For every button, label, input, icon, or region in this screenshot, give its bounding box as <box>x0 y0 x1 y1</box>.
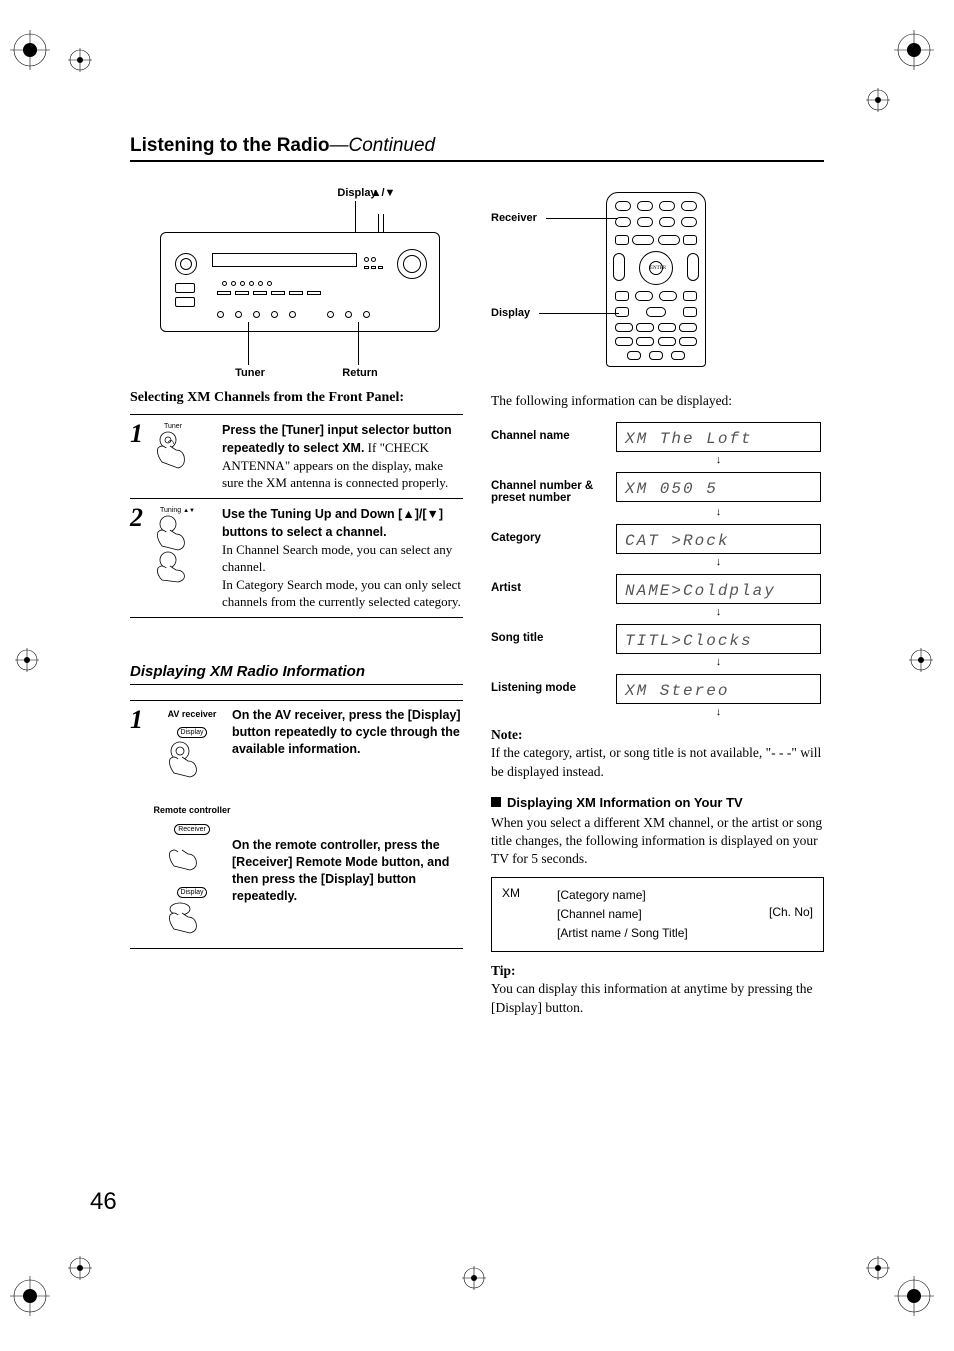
left-column: Display ▲/▼ <box>130 187 463 1029</box>
header-continued: —Continued <box>330 135 436 156</box>
display-arrows-label: ▲/▼ <box>368 187 398 199</box>
down-arrow-icon: ↓ <box>616 607 821 618</box>
info-intro: The following information can be display… <box>491 392 824 410</box>
displaying-xm-heading: Displaying XM Radio Information <box>130 663 463 685</box>
remote-diagram: Receiver Display <box>491 187 824 377</box>
down-arrow-icon: ↓ <box>616 707 821 718</box>
crop-mark-ml <box>15 648 45 678</box>
step-2: 2 Tuning ▲▼ Use the Tuning Up and Down [… <box>130 499 463 618</box>
hand-press-icon <box>152 430 202 480</box>
down-arrow-icon: ↓ <box>616 507 821 518</box>
crop-mark-tr2 <box>866 88 896 118</box>
lcd-category: CAT >Rock <box>616 524 821 554</box>
tip-block: Tip: You can display this information at… <box>491 962 824 1017</box>
step-2-icon: Tuning ▲▼ <box>152 505 222 611</box>
crop-mark-br <box>894 1276 944 1326</box>
crop-mark-tl <box>10 30 60 80</box>
display-step-icons: AV receiver Display Remote controller Re… <box>152 707 232 942</box>
crop-mark-bl2 <box>68 1256 98 1286</box>
tv-body-text: When you select a different XM channel, … <box>491 814 824 869</box>
crop-mark-mr <box>909 648 939 678</box>
display-step-text: On the AV receiver, press the [Display] … <box>232 707 463 942</box>
hand-press-icon <box>164 901 210 937</box>
display-button-pill: Display <box>177 727 208 738</box>
return-label: Return <box>340 367 380 379</box>
page-content: Listening to the Radio—Continued Display… <box>130 135 824 1029</box>
tv-info-box: XM [Category name] [Channel name] [Artis… <box>491 877 824 953</box>
tv-subheading: Displaying XM Information on Your TV <box>491 795 824 810</box>
step-1: 1 Tuner Press the [Tuner] input selector… <box>130 414 463 499</box>
display-step-number: 1 <box>130 707 152 942</box>
hand-press-icon <box>152 514 202 584</box>
crop-mark-br2 <box>866 1256 896 1286</box>
page-header: Listening to the Radio—Continued <box>130 135 824 162</box>
remote-illustration: ENTER <box>606 192 706 367</box>
info-row-song: Song title TITL>Clocks <box>491 624 824 654</box>
down-arrow-icon: ↓ <box>616 557 821 568</box>
down-arrow-icon: ↓ <box>616 657 821 668</box>
hand-press-icon <box>164 838 210 874</box>
tv-box-left: XM <box>502 886 557 944</box>
info-row-artist: Artist NAME>Coldplay <box>491 574 824 604</box>
down-arrow-icon: ↓ <box>616 455 821 466</box>
receiver-button-pill: Receiver <box>174 824 210 835</box>
receiver-leader-label: Receiver <box>491 212 551 224</box>
step-2-text: Use the Tuning Up and Down [▲]/[▼] butto… <box>222 505 463 611</box>
lcd-channel-name: XM The Loft <box>616 422 821 452</box>
info-row-channel-name: Channel name XM The Loft <box>491 422 824 452</box>
right-column: Receiver Display <box>491 187 824 1029</box>
receiver-front-diagram: Display ▲/▼ <box>130 187 463 382</box>
display-button-pill-2: Display <box>177 887 208 898</box>
crop-mark-tr <box>894 30 944 80</box>
tuner-label: Tuner <box>230 367 270 379</box>
display-step-1: 1 AV receiver Display Remote controller … <box>130 700 463 949</box>
tv-box-right: [Ch. No] <box>753 886 813 944</box>
crop-mark-bc <box>462 1266 492 1296</box>
step-2-number: 2 <box>130 505 152 611</box>
tv-box-mid: [Category name] [Channel name] [Artist n… <box>557 886 753 944</box>
lcd-mode: XM Stereo <box>616 674 821 704</box>
square-bullet-icon <box>491 797 501 807</box>
content-columns: Display ▲/▼ <box>130 187 824 1029</box>
header-title: Listening to the Radio <box>130 135 330 156</box>
selecting-subheading: Selecting XM Channels from the Front Pan… <box>130 390 463 406</box>
info-row-mode: Listening mode XM Stereo <box>491 674 824 704</box>
receiver-illustration <box>160 232 440 332</box>
info-row-category: Category CAT >Rock <box>491 524 824 554</box>
lcd-song: TITL>Clocks <box>616 624 821 654</box>
lcd-channel-number: XM 050 5 <box>616 472 821 502</box>
note-block: Note: If the category, artist, or song t… <box>491 726 824 781</box>
crop-mark-bl <box>10 1276 60 1326</box>
lcd-artist: NAME>Coldplay <box>616 574 821 604</box>
hand-press-icon <box>164 741 210 781</box>
page-number: 46 <box>90 1188 117 1216</box>
crop-mark-tl2 <box>68 48 98 78</box>
step-1-text: Press the [Tuner] input selector button … <box>222 421 463 492</box>
info-row-channel-number: Channel number & preset number XM 050 5 <box>491 472 824 504</box>
step-1-number: 1 <box>130 421 152 492</box>
step-1-icon: Tuner <box>152 421 222 492</box>
